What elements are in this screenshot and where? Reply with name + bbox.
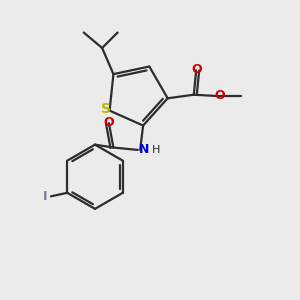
Text: O: O [191, 63, 202, 76]
Text: I: I [43, 190, 48, 203]
Text: N: N [139, 143, 149, 156]
Text: H: H [152, 145, 160, 155]
Text: O: O [215, 89, 225, 102]
Text: O: O [103, 116, 114, 129]
Text: S: S [101, 102, 111, 116]
